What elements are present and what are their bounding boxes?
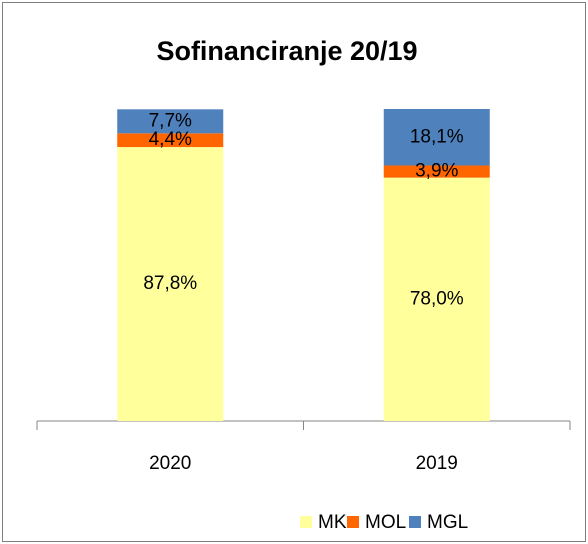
x-tick-label: 2020 bbox=[149, 453, 191, 474]
value-label: 87,8% bbox=[143, 273, 197, 294]
bar-segment bbox=[383, 165, 490, 178]
bar-segment bbox=[383, 177, 490, 421]
legend-label: MK bbox=[318, 512, 347, 533]
legend-swatch bbox=[347, 516, 359, 528]
value-label: 3,9% bbox=[415, 161, 458, 182]
value-label: 78,0% bbox=[410, 288, 464, 309]
value-label: 18,1% bbox=[410, 126, 464, 147]
legend-label: MOL bbox=[365, 512, 406, 533]
bar-segment bbox=[117, 147, 224, 421]
legend-label: MGL bbox=[427, 512, 468, 533]
chart-title: Sofinanciranje 20/19 bbox=[156, 36, 417, 66]
value-label: 7,7% bbox=[149, 110, 192, 131]
bar-segment bbox=[117, 133, 224, 148]
x-tick-label: 2019 bbox=[416, 453, 458, 474]
bar-segment bbox=[383, 109, 490, 166]
legend-swatch bbox=[300, 516, 312, 528]
legend-swatch bbox=[409, 516, 421, 528]
bar-segment bbox=[117, 109, 224, 134]
value-label: 4,4% bbox=[149, 129, 192, 150]
